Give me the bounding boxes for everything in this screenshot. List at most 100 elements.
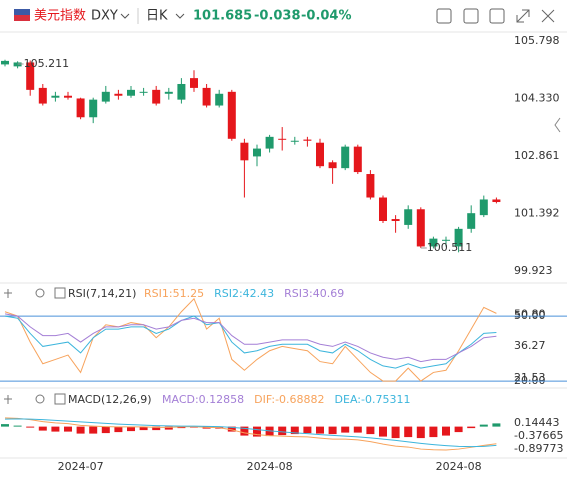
histogram-bar: [240, 426, 249, 436]
change: -0.038: [254, 9, 301, 24]
dropdown-icon[interactable]: [175, 13, 185, 19]
candle-body: [265, 136, 274, 149]
indicator-title: MACD(12,26,9): [68, 393, 152, 406]
candle-body: [89, 99, 98, 118]
histogram-bar: [467, 426, 476, 429]
legend-entry: DIF:-0.68882: [254, 393, 324, 406]
y-tick-label: 99.923: [514, 264, 553, 277]
candle-body: [404, 209, 413, 225]
candle-body: [51, 95, 60, 98]
candle-body: [240, 142, 249, 161]
candle-body: [139, 91, 148, 93]
close-icon[interactable]: [541, 9, 555, 23]
annotation: 105.211: [24, 57, 70, 70]
y-tick-label: 102.861: [514, 149, 560, 162]
histogram-bar: [64, 426, 72, 432]
candle-body: [379, 197, 387, 222]
legend-entry: RSI1:51.25: [144, 287, 204, 300]
histogram-bar: [416, 426, 425, 439]
y-tick-label: 101.392: [514, 206, 560, 219]
settings-icon[interactable]: [35, 394, 45, 404]
candle-body: [215, 93, 224, 106]
tool-icon[interactable]: [463, 8, 479, 24]
legend-entry: RSI2:42.43: [214, 287, 274, 300]
y-tick-label: 36.27: [514, 339, 546, 352]
histogram-bar: [429, 426, 438, 438]
toolbar: [0, 0, 567, 32]
pane-icon[interactable]: [4, 395, 12, 404]
rsi-pane-icons[interactable]: [4, 287, 66, 405]
candle-body: [492, 199, 501, 203]
candle-body: [38, 87, 47, 104]
candle-body: [114, 93, 123, 96]
change-pct: -0.04%: [301, 9, 352, 24]
y-tick-label: -0.89773: [514, 442, 563, 455]
histogram-bar: [492, 423, 501, 427]
settings-icon[interactable]: [35, 288, 45, 298]
candle-body: [164, 91, 173, 94]
candle-body: [1, 60, 9, 65]
tool-icon[interactable]: [489, 8, 505, 24]
annotation: 100.511: [427, 241, 473, 254]
x-tick-label: 2024-08: [436, 460, 482, 473]
histogram-bar: [404, 426, 413, 438]
candle-body: [127, 89, 135, 96]
histogram-bar: [454, 426, 463, 433]
candle-body: [101, 91, 110, 102]
histogram-bar: [76, 426, 85, 434]
candle-body: [253, 148, 261, 157]
candle-body: [152, 89, 161, 104]
candle-body: [366, 174, 375, 198]
pane-icon[interactable]: [54, 287, 66, 299]
candle-body: [479, 199, 488, 216]
histogram-bar: [38, 426, 47, 431]
histogram-bar: [164, 426, 173, 430]
candle-body: [26, 62, 35, 90]
candle-body: [190, 78, 198, 88]
histogram-bar: [26, 426, 35, 428]
histogram-bar: [328, 426, 337, 435]
toolbar-icons[interactable]: [436, 8, 555, 24]
histogram-bar: [366, 426, 375, 435]
candle-body: [202, 87, 211, 106]
candle-body: [227, 91, 236, 139]
pane-icon[interactable]: [4, 289, 12, 298]
histogram-bar: [442, 426, 450, 436]
tool-icon[interactable]: [436, 8, 452, 24]
legend-entry: RSI3:40.69: [284, 287, 344, 300]
histogram-bar: [379, 426, 387, 437]
histogram-bar: [89, 426, 98, 434]
candle-body: [341, 146, 350, 169]
dropdown-icon[interactable]: [120, 13, 130, 19]
histogram-bar: [479, 424, 488, 427]
histogram-bar: [278, 426, 287, 436]
pane-icon[interactable]: [54, 393, 66, 405]
symbol-code[interactable]: DXY: [91, 9, 118, 24]
price: 101.685: [193, 9, 252, 24]
legend-entry: MACD:0.12858: [162, 393, 244, 406]
indicator-line: [4, 418, 497, 448]
indicator-title: RSI(7,14,21): [68, 287, 136, 300]
histogram-bar: [139, 426, 148, 431]
histogram-bar: [391, 426, 400, 439]
x-tick-label: 2024-08: [247, 460, 293, 473]
histogram-bar: [101, 426, 110, 434]
histogram-bar: [253, 426, 261, 437]
period[interactable]: 日K: [146, 9, 168, 24]
candle-body: [64, 95, 72, 98]
candle-body: [328, 162, 337, 169]
candle-body: [467, 213, 476, 229]
expand-icon[interactable]: [516, 9, 530, 23]
side-tab[interactable]: [554, 117, 561, 133]
histogram-bar: [290, 426, 299, 435]
candle-body: [429, 238, 438, 247]
candle-body: [76, 98, 85, 118]
candle-body: [278, 138, 287, 140]
candle-body: [442, 239, 450, 241]
histogram-bar: [341, 426, 350, 433]
y-tick-label: 50.80: [514, 307, 546, 320]
histogram-bar: [13, 425, 22, 427]
candle-body: [353, 146, 362, 173]
